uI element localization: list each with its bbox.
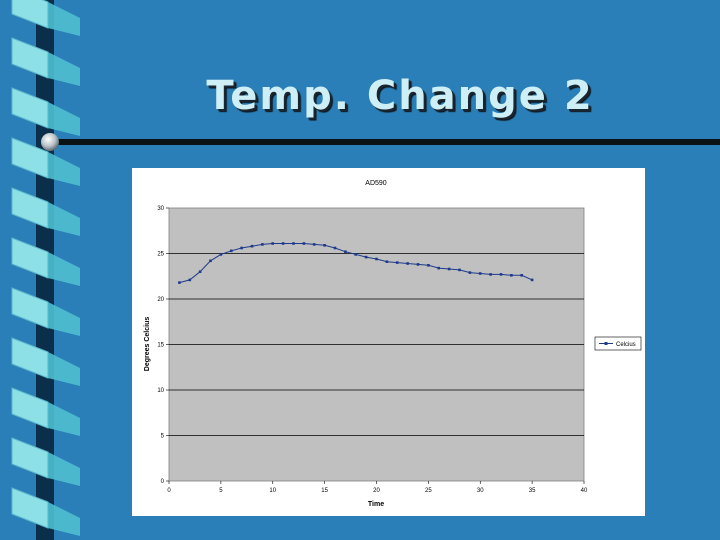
chart-panel: 0 5 10 15 20 25 30 35 40 0 5 10 15 20 25 30 AD590 Time… bbox=[132, 168, 645, 516]
x-tick-label: 10 bbox=[269, 488, 276, 494]
divider-line bbox=[50, 139, 720, 145]
title-divider bbox=[41, 133, 720, 151]
ribbon-band-shade bbox=[48, 352, 80, 386]
y-axis-label: Degrees Celcius bbox=[144, 317, 151, 372]
data-point bbox=[312, 243, 316, 246]
data-point bbox=[520, 274, 523, 277]
divider-bead bbox=[41, 133, 59, 151]
x-tick-label: 25 bbox=[425, 488, 432, 494]
data-point bbox=[499, 273, 503, 276]
ribbon-band-shade bbox=[48, 252, 80, 286]
data-point bbox=[468, 271, 472, 274]
y-tick-label: 10 bbox=[157, 388, 164, 394]
series-layer bbox=[178, 242, 534, 284]
ribbon-band-shade bbox=[48, 102, 80, 136]
ribbon-band-shade bbox=[48, 152, 80, 186]
legend-box bbox=[594, 336, 642, 351]
data-point bbox=[209, 259, 212, 263]
x-tick-label: 35 bbox=[529, 488, 536, 494]
data-point bbox=[198, 270, 202, 273]
data-point bbox=[261, 243, 264, 246]
x-tick-label: 40 bbox=[581, 488, 588, 494]
data-point bbox=[375, 257, 378, 261]
data-point bbox=[385, 260, 389, 263]
data-point bbox=[395, 261, 399, 264]
data-point bbox=[354, 253, 357, 256]
data-point bbox=[458, 268, 461, 272]
data-point bbox=[416, 263, 420, 266]
legend-marker bbox=[604, 342, 608, 345]
data-point bbox=[323, 244, 326, 247]
data-point bbox=[333, 246, 337, 250]
chart-title: AD590 bbox=[365, 180, 387, 187]
x-axis-ticks: 0 5 10 15 20 25 30 35 40 bbox=[167, 481, 588, 494]
y-axis-ticks: 0 5 10 15 20 25 30 bbox=[157, 206, 169, 485]
line-chart: 0 5 10 15 20 25 30 35 40 0 5 10 15 20 25 30 AD590 Time… bbox=[144, 180, 642, 508]
ribbon-band-shade bbox=[48, 402, 80, 436]
data-point bbox=[427, 264, 430, 267]
y-tick-label: 25 bbox=[157, 252, 164, 258]
decorative-ribbon bbox=[11, 0, 80, 540]
ribbon-band-shade bbox=[48, 502, 80, 536]
ribbon-band-shade bbox=[48, 2, 80, 36]
x-tick-label: 0 bbox=[167, 488, 171, 494]
y-tick-label: 20 bbox=[157, 297, 164, 303]
data-point bbox=[219, 253, 223, 256]
data-point bbox=[447, 267, 451, 271]
data-point bbox=[230, 249, 233, 253]
data-point bbox=[510, 274, 513, 277]
x-tick-label: 15 bbox=[321, 488, 328, 494]
ribbon-band bbox=[11, 0, 49, 29]
data-point bbox=[364, 255, 368, 259]
x-tick-label: 20 bbox=[373, 488, 380, 494]
ribbon-band-shade bbox=[48, 452, 80, 486]
ribbon-band-shade bbox=[48, 302, 80, 336]
y-tick-label: 0 bbox=[161, 479, 165, 485]
ribbon-band-shade bbox=[48, 52, 80, 86]
data-point bbox=[292, 242, 295, 245]
data-point bbox=[478, 272, 482, 275]
data-point bbox=[530, 278, 534, 282]
data-point bbox=[406, 262, 409, 265]
ribbon-band-shade bbox=[48, 202, 80, 236]
x-axis-label: Time bbox=[368, 501, 384, 508]
data-point bbox=[489, 273, 492, 276]
y-tick-label: 30 bbox=[157, 206, 164, 212]
data-point bbox=[250, 244, 254, 248]
data-point bbox=[178, 281, 181, 284]
gridlines bbox=[169, 253, 584, 436]
data-point bbox=[344, 250, 347, 253]
data-point bbox=[271, 242, 274, 245]
data-point bbox=[281, 242, 285, 245]
legend-label: Celcius bbox=[616, 342, 636, 348]
data-point bbox=[437, 266, 440, 270]
y-tick-label: 15 bbox=[157, 343, 164, 349]
data-point bbox=[302, 242, 306, 245]
x-tick-label: 5 bbox=[219, 488, 223, 494]
y-tick-label: 5 bbox=[161, 434, 165, 440]
x-tick-label: 30 bbox=[477, 488, 484, 494]
data-point bbox=[188, 278, 192, 282]
legend: Celcius bbox=[594, 336, 642, 351]
slide-title: Temp. Change 2 bbox=[206, 73, 594, 119]
data-point bbox=[240, 246, 243, 250]
